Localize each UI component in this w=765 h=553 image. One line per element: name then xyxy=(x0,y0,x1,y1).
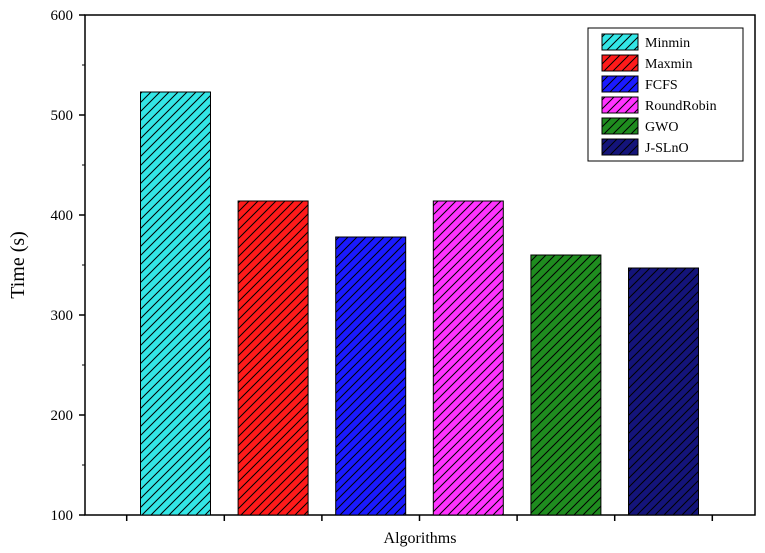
legend-label: J-SLnO xyxy=(645,141,689,156)
y-tick-label: 600 xyxy=(51,8,74,24)
y-tick-label: 500 xyxy=(51,108,74,124)
bar-gwo xyxy=(530,254,602,516)
legend-swatch xyxy=(601,96,639,114)
legend-label: GWO xyxy=(645,120,678,135)
y-axis: 100 200 300 400 500 600 xyxy=(51,8,85,524)
y-tick-label: 400 xyxy=(51,208,74,224)
legend-swatch xyxy=(601,54,639,72)
legend-label: RoundRobin xyxy=(645,99,717,114)
y-tick-label: 100 xyxy=(51,508,74,524)
legend-swatch xyxy=(601,117,639,135)
y-tick-label: 300 xyxy=(51,308,74,324)
bars xyxy=(140,91,699,516)
bar-minmin xyxy=(140,91,211,516)
x-axis-ticks xyxy=(125,515,714,521)
legend-swatch xyxy=(601,33,639,51)
bar-fcfs xyxy=(335,236,407,516)
legend-label: FCFS xyxy=(645,78,678,93)
y-tick-label: 200 xyxy=(51,408,74,424)
legend-label: Minmin xyxy=(645,36,690,51)
bar-roundrobin xyxy=(432,200,504,516)
bar-j-slno xyxy=(628,267,699,516)
legend-swatch xyxy=(601,75,639,93)
legend-label: Maxmin xyxy=(645,57,692,72)
legend: Minmin Maxmin FCFS RoundRobin GWO J-SLnO xyxy=(587,27,744,162)
x-axis-label: Algorithms xyxy=(384,530,457,547)
bar-maxmin xyxy=(237,200,309,516)
y-axis-label: Time (s) xyxy=(7,231,29,299)
legend-swatch xyxy=(601,138,639,156)
